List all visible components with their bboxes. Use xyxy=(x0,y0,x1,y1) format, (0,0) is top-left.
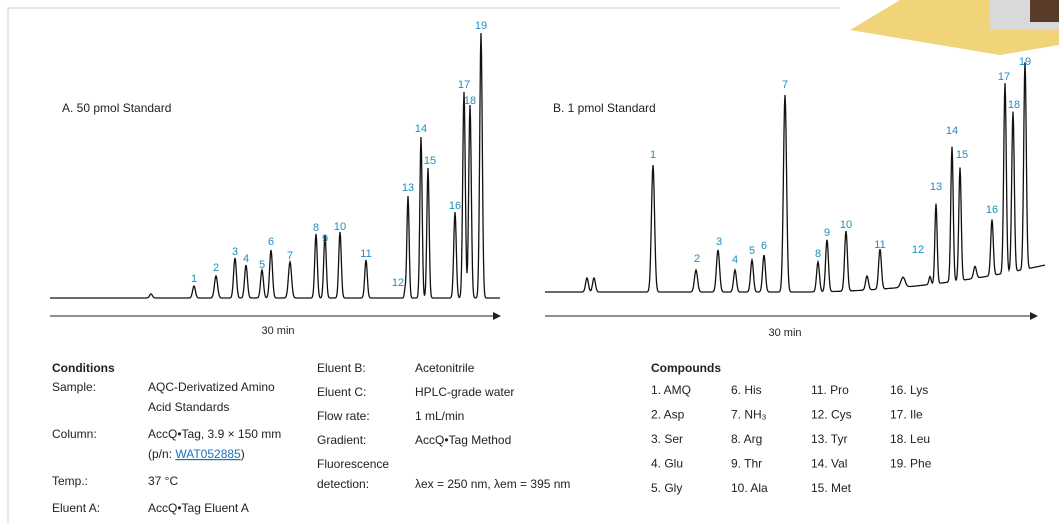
part-number-prefix: (p/n: xyxy=(148,447,175,461)
condition-value: AccQ•Tag, 3.9 × 150 mm xyxy=(148,427,281,441)
compound: 4. Glu xyxy=(651,457,683,471)
peak-label: 18 xyxy=(464,95,476,107)
compound: 11. Pro xyxy=(811,383,849,397)
peak-label: 11 xyxy=(360,248,371,260)
compound: 9. Thr xyxy=(731,457,762,471)
section-title: Conditions xyxy=(52,361,115,375)
section-title: Compounds xyxy=(651,361,721,375)
peak-label: 6 xyxy=(268,236,274,248)
peak-label: 14 xyxy=(415,123,427,135)
condition-label: Flow rate: xyxy=(317,409,370,423)
compound: 10. Ala xyxy=(731,481,768,495)
peak-label: 7 xyxy=(287,250,293,262)
peak-label: 9 xyxy=(824,227,830,239)
condition-label: Sample: xyxy=(52,380,96,394)
peak-label: 3 xyxy=(232,246,238,258)
compound: 14. Val xyxy=(811,457,847,471)
peak-label: 13 xyxy=(402,182,414,194)
compound: 12. Cys xyxy=(811,408,852,422)
compound: 3. Ser xyxy=(651,432,683,446)
peak-label: 2 xyxy=(694,253,700,265)
condition-value: λex = 250 nm, λem = 395 nm xyxy=(415,477,570,491)
peak-label: 7 xyxy=(782,79,788,91)
time-label: 30 min xyxy=(261,325,294,337)
compound: 8. Arg xyxy=(731,432,762,446)
peak-label: 17 xyxy=(998,71,1010,83)
compound: 13. Tyr xyxy=(811,432,847,446)
condition-value: 37 °C xyxy=(148,474,178,488)
peak-label: 16 xyxy=(986,204,998,216)
condition-value: HPLC-grade water xyxy=(415,385,514,399)
peak-label: 10 xyxy=(334,221,346,233)
peak-label: 10 xyxy=(840,219,852,231)
peak-label: 14 xyxy=(946,125,958,137)
compound: 5. Gly xyxy=(651,481,682,495)
condition-label: Eluent A: xyxy=(52,501,100,515)
condition-value: Acid Standards xyxy=(148,400,229,414)
peak-label: 8 xyxy=(313,222,319,234)
peak-label: 9 xyxy=(322,233,328,245)
condition-label: Gradient: xyxy=(317,433,366,447)
condition-label: Eluent C: xyxy=(317,385,366,399)
condition-label: Fluorescence xyxy=(317,457,389,471)
chromatogram-trace xyxy=(50,32,500,299)
condition-label: Eluent B: xyxy=(317,361,366,375)
peak-label: 6 xyxy=(761,240,767,252)
panel-label: B. 1 pmol Standard xyxy=(553,101,656,115)
peak-label: 8 xyxy=(815,248,821,260)
peak-label: 13 xyxy=(930,181,942,193)
chromatogram-trace xyxy=(545,62,1046,293)
condition-label: detection: xyxy=(317,477,369,491)
part-number-suffix: ) xyxy=(241,447,245,461)
condition-label: Column: xyxy=(52,427,97,441)
peak-label: 19 xyxy=(1019,56,1031,68)
peak-label: 16 xyxy=(449,200,461,212)
compound: 6. His xyxy=(731,383,762,397)
peak-label: 12 xyxy=(912,244,924,256)
panel-label: A. 50 pmol Standard xyxy=(62,101,171,115)
peak-label: 5 xyxy=(259,259,265,271)
part-number: (p/n: WAT052885) xyxy=(148,447,245,461)
compound: 2. Asp xyxy=(651,408,685,422)
compound: 19. Phe xyxy=(890,457,932,471)
compound: 16. Lys xyxy=(890,383,928,397)
peak-label: 3 xyxy=(716,236,722,248)
peak-label: 12 xyxy=(392,277,404,289)
time-label: 30 min xyxy=(768,327,801,339)
peak-label: 17 xyxy=(458,79,470,91)
peak-label: 19 xyxy=(475,20,487,32)
peak-label: 18 xyxy=(1008,99,1020,111)
part-number-link[interactable]: WAT052885 xyxy=(175,447,241,461)
peak-label: 15 xyxy=(424,155,436,167)
peak-label: 5 xyxy=(749,245,755,257)
compound: 17. Ile xyxy=(890,408,923,422)
condition-value: 1 mL/min xyxy=(415,409,464,423)
peak-label: 11 xyxy=(874,239,885,251)
condition-value: AQC-Derivatized Amino xyxy=(148,380,275,394)
product-photo xyxy=(850,0,1059,55)
condition-value: Acetonitrile xyxy=(415,361,475,375)
frame xyxy=(7,7,840,523)
condition-value: AccQ•Tag Eluent A xyxy=(148,501,249,515)
compound: 1. AMQ xyxy=(651,383,691,397)
condition-label: Temp.: xyxy=(52,474,88,488)
peak-label: 1 xyxy=(191,273,197,285)
peak-label: 2 xyxy=(213,262,219,274)
peak-label: 15 xyxy=(956,149,968,161)
peak-label: 1 xyxy=(650,149,656,161)
compound: 18. Leu xyxy=(890,432,930,446)
compound: 7. NH₃ xyxy=(731,408,767,422)
compound: 15. Met xyxy=(811,481,852,495)
condition-value: AccQ•Tag Method xyxy=(415,433,511,447)
peak-label: 4 xyxy=(243,253,249,265)
peak-label: 4 xyxy=(732,254,738,266)
